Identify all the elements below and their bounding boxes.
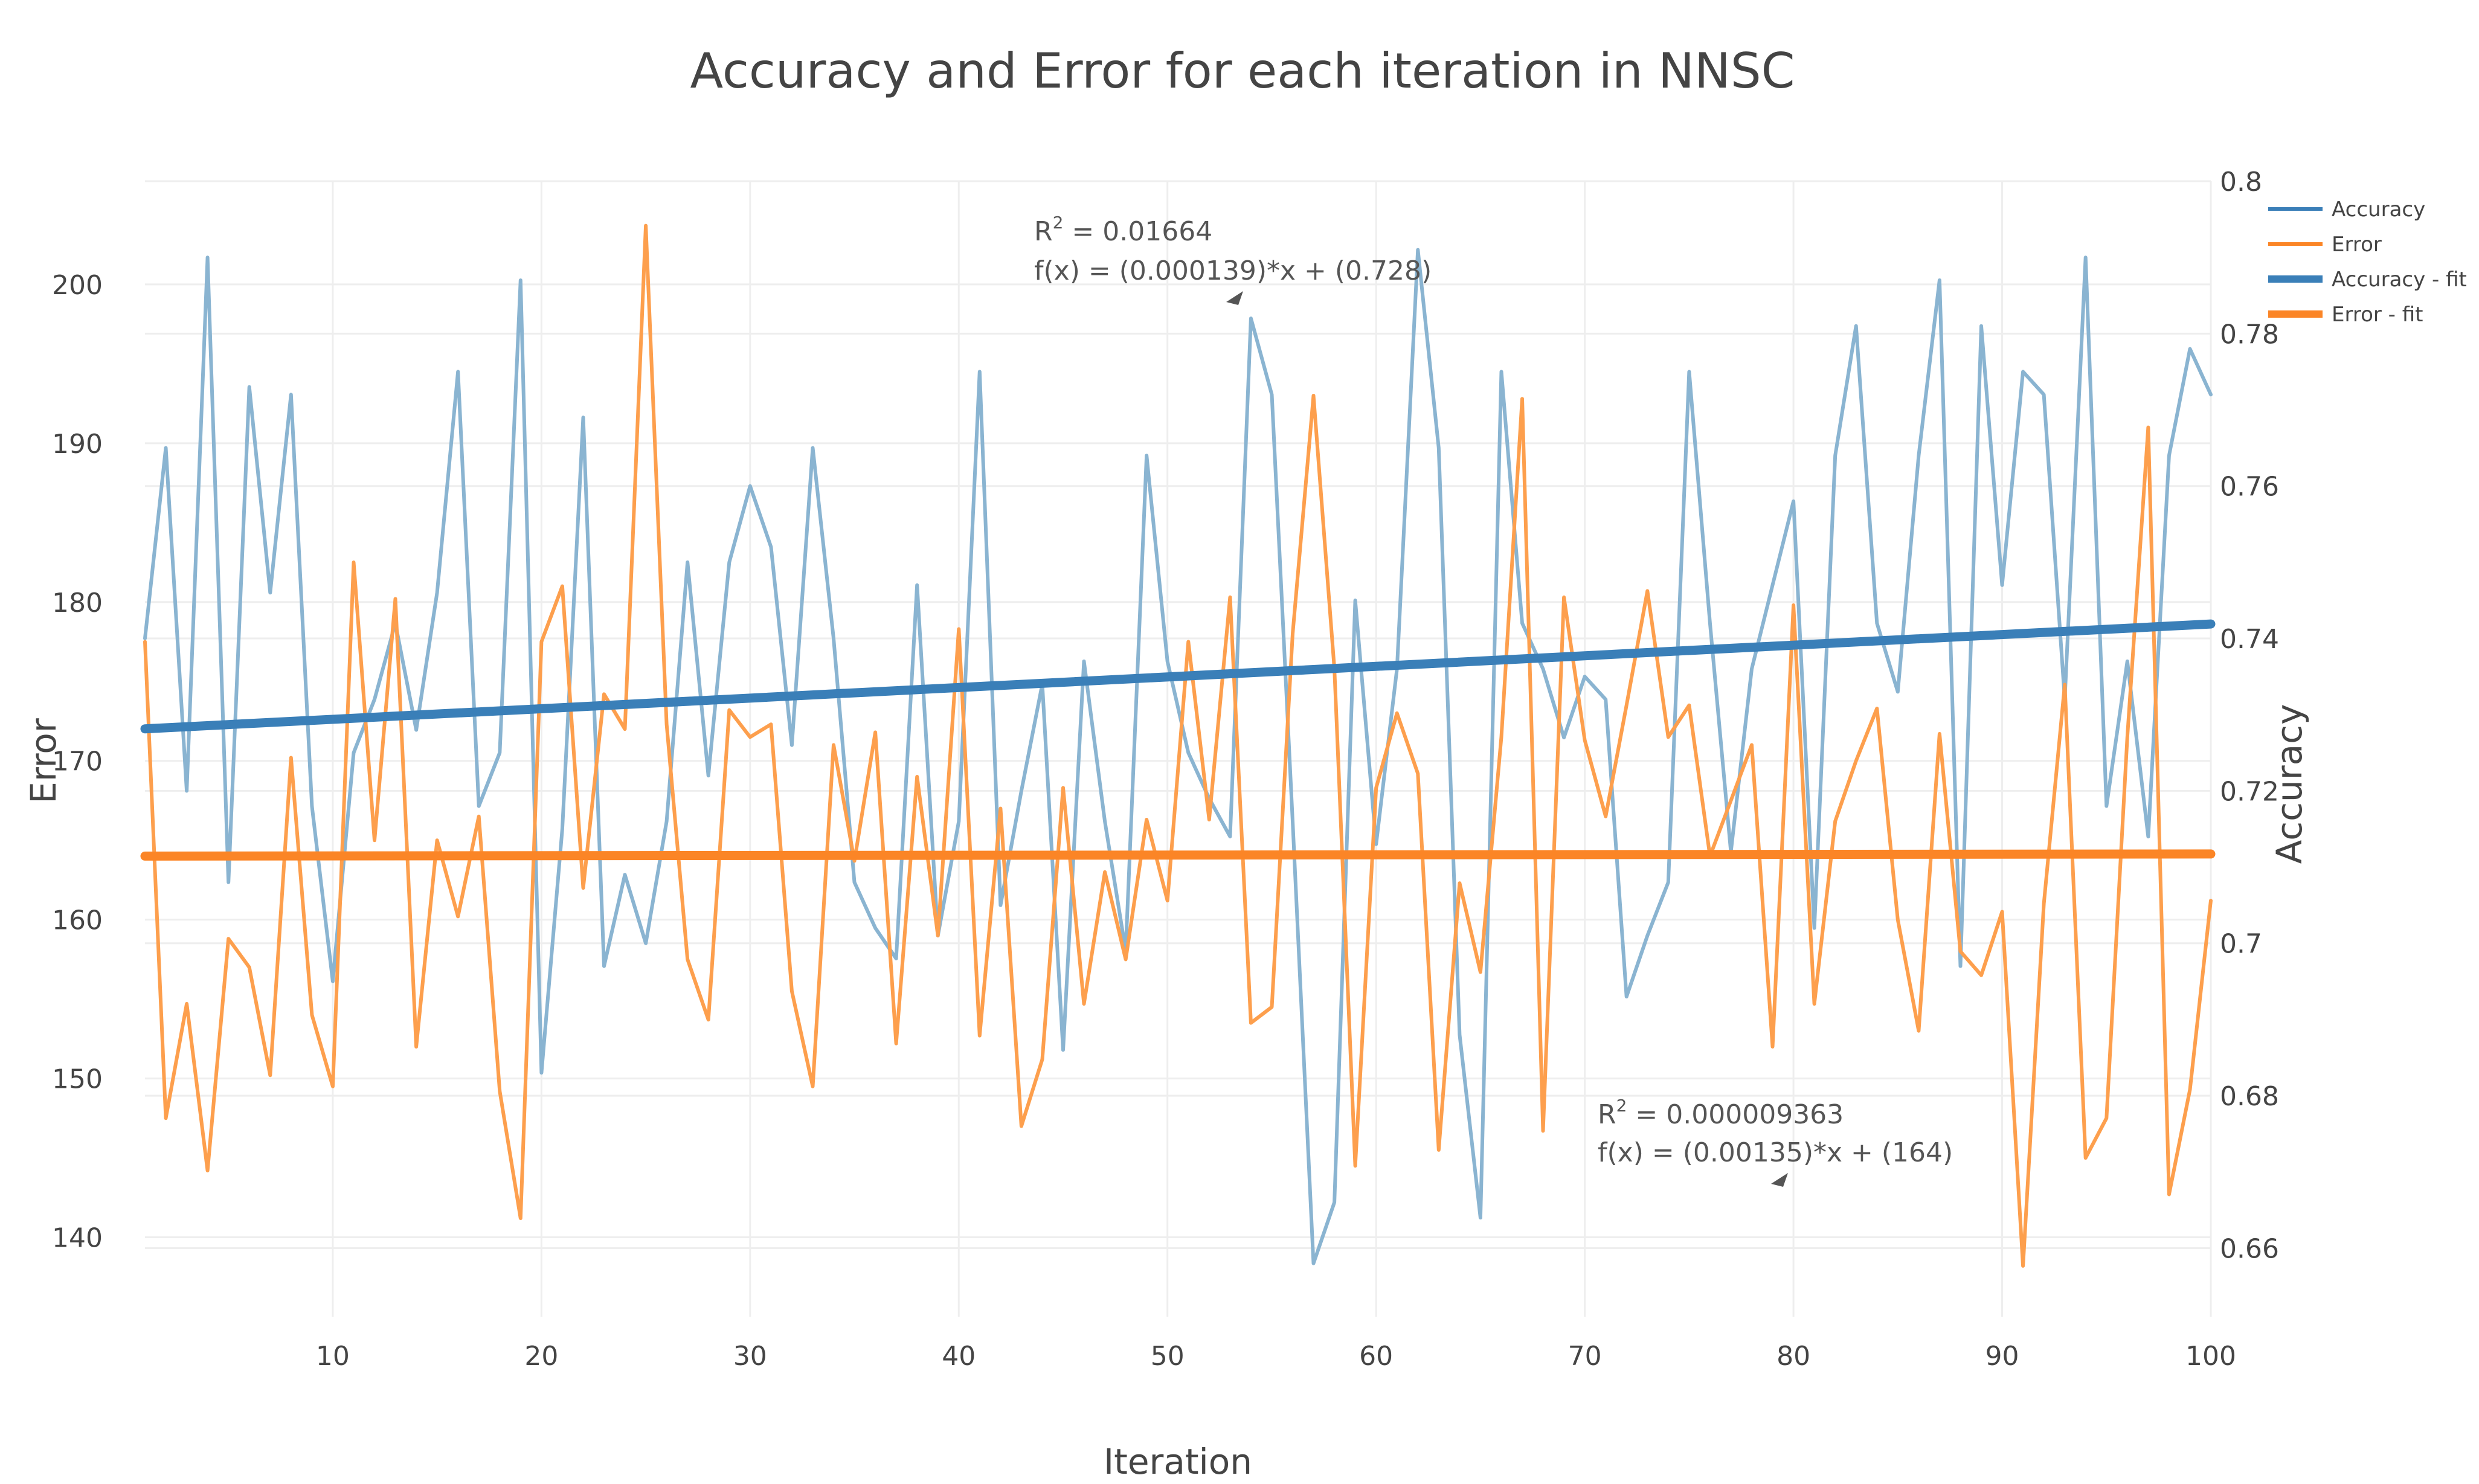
right-tick-labels: 0.66 0.68 0.7 0.72 0.74 0.76 0.78 0.8 bbox=[2220, 167, 2279, 1264]
right-tick-label: 0.78 bbox=[2220, 319, 2279, 350]
left-tick-label: 140 bbox=[52, 1223, 103, 1254]
series-line-accuracy bbox=[143, 248, 2213, 1265]
left-tick-label: 160 bbox=[52, 905, 103, 936]
x-axis-label: Iteration bbox=[1104, 1441, 1252, 1482]
x-tick-label: 50 bbox=[1151, 1341, 1185, 1372]
legend-label: Accuracy - fit bbox=[2332, 268, 2467, 292]
annotation-r2-value: = 0.01664 bbox=[1063, 216, 1212, 247]
x-tick-label: 70 bbox=[1568, 1341, 1602, 1372]
x-gridlines bbox=[332, 181, 2212, 1317]
left-tick-label: 200 bbox=[52, 270, 103, 301]
right-tick-label: 0.68 bbox=[2220, 1081, 2279, 1112]
x-tick-label: 80 bbox=[1776, 1341, 1810, 1372]
annotation-equation: f(x) = (0.00135)*x + (164) bbox=[1598, 1137, 1953, 1168]
right-tick-label: 0.8 bbox=[2220, 167, 2262, 198]
legend-label: Error - fit bbox=[2332, 303, 2423, 327]
annotation-equation: f(x) = (0.000139)*x + (0.728) bbox=[1034, 255, 1432, 286]
annotation-r2: R2 = 0.01664 bbox=[1034, 213, 1212, 247]
right-tick-label: 0.74 bbox=[2220, 624, 2279, 655]
left-tick-label: 150 bbox=[52, 1064, 103, 1095]
x-tick-label: 30 bbox=[733, 1341, 767, 1372]
left-tick-label: 190 bbox=[52, 429, 103, 460]
x-tick-label: 10 bbox=[316, 1341, 350, 1372]
legend-label: Accuracy bbox=[2332, 198, 2425, 222]
legend-label: Error bbox=[2332, 233, 2382, 257]
series-line-error bbox=[143, 223, 2213, 1268]
annotation-accuracy-fit: R2 = 0.01664 f(x) = (0.000139)*x + (0.72… bbox=[1034, 213, 1432, 305]
annotation-r2-value: = 0.000009363 bbox=[1627, 1099, 1844, 1130]
x-tick-label: 100 bbox=[2185, 1341, 2236, 1372]
right-tick-label: 0.7 bbox=[2220, 929, 2262, 960]
annotation-arrowhead bbox=[1226, 291, 1243, 305]
right-tick-label: 0.76 bbox=[2220, 472, 2279, 503]
chart-title: Accuracy and Error for each iteration in… bbox=[690, 43, 1795, 99]
left-tick-label: 170 bbox=[52, 747, 103, 777]
annotation-error-fit: R2 = 0.000009363 f(x) = (0.00135)*x + (1… bbox=[1598, 1096, 1953, 1187]
series-line-error-fit bbox=[140, 849, 2216, 861]
x-tick-label: 20 bbox=[524, 1341, 558, 1372]
annotation-arrowhead bbox=[1771, 1173, 1788, 1187]
series-line-accuracy-fit bbox=[140, 619, 2216, 734]
x-tick-label: 90 bbox=[1985, 1341, 2019, 1372]
plot-area bbox=[140, 223, 2216, 1268]
x-tick-labels: 10 20 30 40 50 60 70 80 90 100 bbox=[316, 1341, 2236, 1372]
left-axis-label: Error bbox=[23, 718, 64, 804]
right-axis-label: Accuracy bbox=[2269, 704, 2310, 864]
right-tick-label: 0.72 bbox=[2220, 776, 2279, 807]
legend: Accuracy Error Accuracy - fit Error - fit bbox=[2268, 198, 2467, 327]
annotation-r2: R2 = 0.000009363 bbox=[1598, 1096, 1844, 1130]
left-tick-label: 180 bbox=[52, 588, 103, 618]
right-tick-label: 0.66 bbox=[2220, 1233, 2279, 1264]
x-tick-label: 40 bbox=[942, 1341, 976, 1372]
x-tick-label: 60 bbox=[1359, 1341, 1393, 1372]
left-tick-labels: 140 150 160 170 180 190 200 bbox=[52, 270, 103, 1254]
